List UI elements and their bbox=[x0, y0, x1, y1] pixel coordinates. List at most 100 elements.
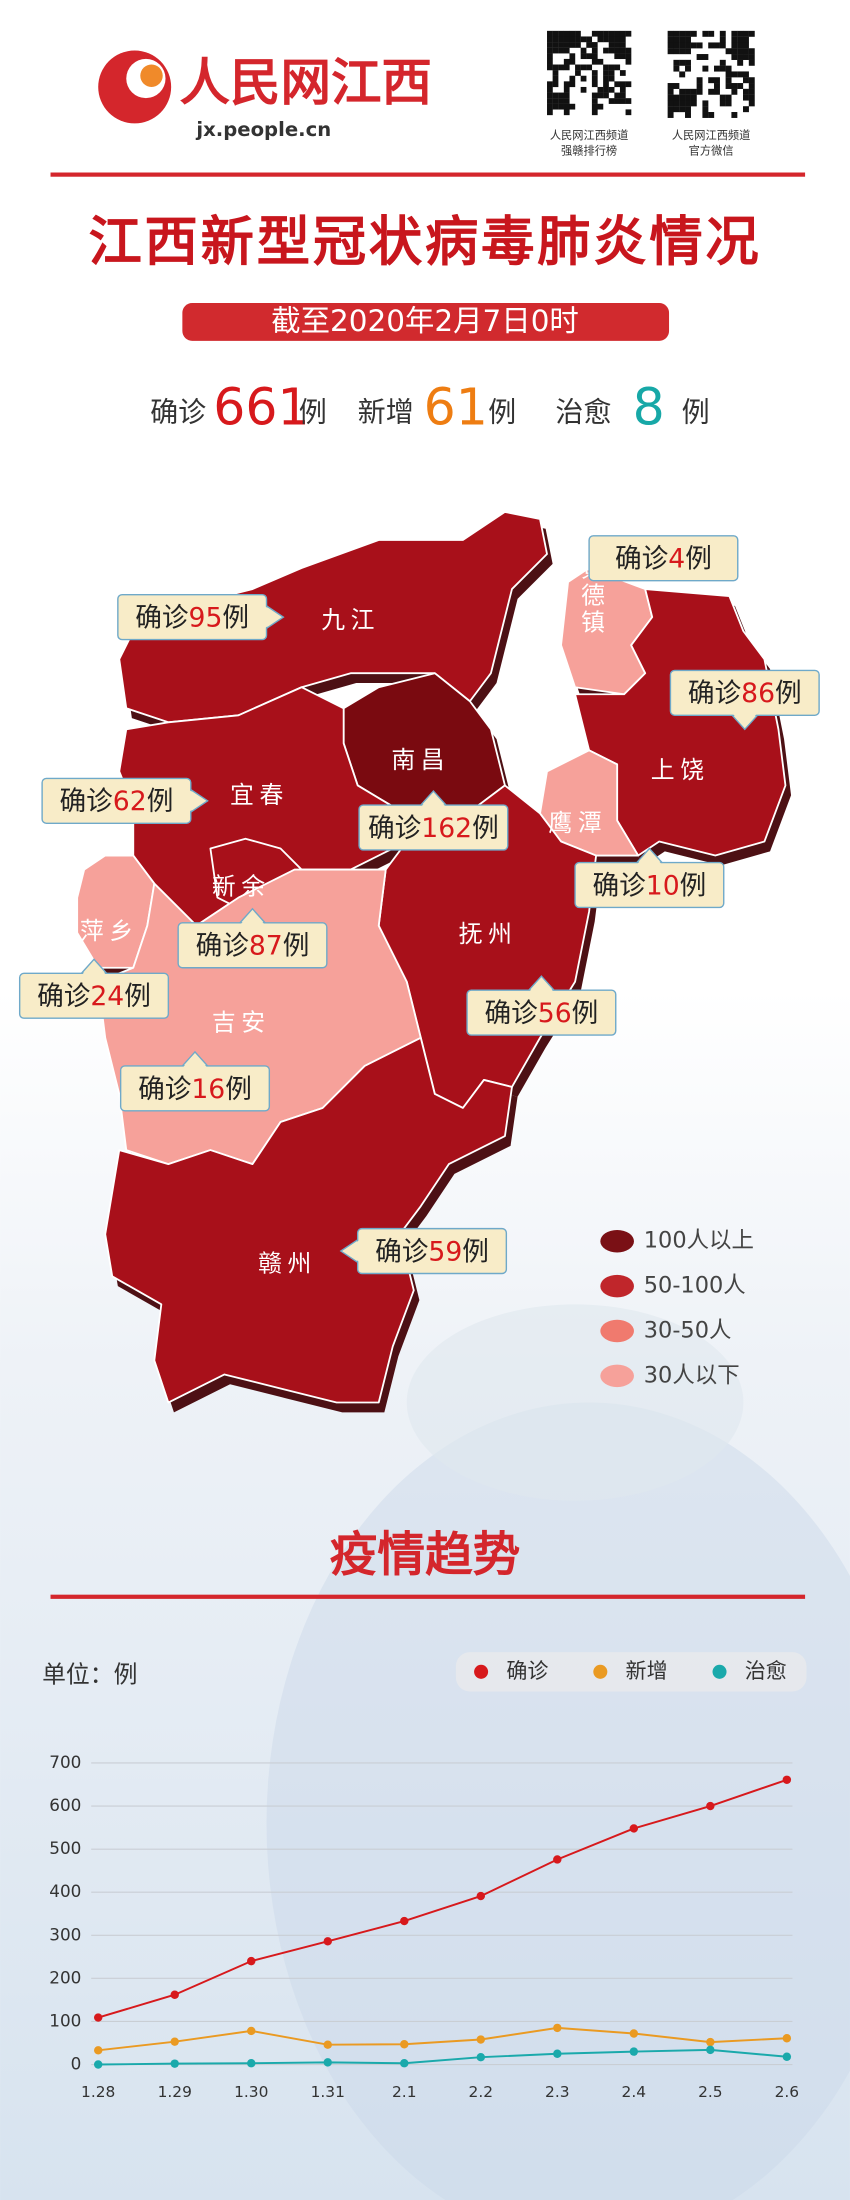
header: 人民网江西 jx.people.cn 人民网江西频道 强赣排行榜 人民网江西频道… bbox=[50, 30, 806, 177]
callout-text: 确诊4例 bbox=[615, 543, 712, 574]
qr-cell bbox=[614, 92, 621, 99]
callout-text: 确诊56例 bbox=[485, 998, 599, 1029]
qr-cell bbox=[580, 64, 587, 71]
qr-cell bbox=[685, 48, 691, 55]
callout-suffix: 例 bbox=[222, 602, 249, 633]
qr-cell bbox=[563, 92, 570, 99]
callout-value: 24 bbox=[90, 981, 124, 1012]
callout-value: 162 bbox=[421, 812, 472, 843]
qr-cell bbox=[685, 59, 691, 66]
y-tick-label: 400 bbox=[49, 1881, 81, 1901]
callout: 确诊4例 bbox=[588, 535, 739, 582]
callout: 确诊16例 bbox=[119, 1050, 271, 1112]
date: 截至2020年2月7日0时 bbox=[271, 304, 579, 338]
qr-cell bbox=[679, 48, 686, 55]
callout-pointer-cover bbox=[239, 910, 266, 925]
data-point bbox=[706, 1801, 715, 1811]
qr-cell bbox=[597, 30, 604, 37]
qr-cell bbox=[558, 92, 564, 99]
qr-cell bbox=[603, 86, 609, 93]
qr-cell bbox=[719, 59, 726, 66]
qr-cell bbox=[569, 42, 576, 48]
qr-cell bbox=[547, 30, 553, 37]
data-point bbox=[247, 2059, 256, 2068]
legend-label: 治愈 bbox=[745, 1658, 787, 1683]
qr-cell bbox=[563, 86, 570, 93]
callout-pointer-cover bbox=[342, 1239, 360, 1263]
data-point bbox=[782, 2052, 792, 2061]
legend-swatch bbox=[600, 1230, 634, 1253]
qr-cell bbox=[558, 36, 564, 43]
callout: 确诊10例 bbox=[574, 847, 725, 909]
data-point bbox=[782, 2034, 792, 2043]
qr-cell bbox=[608, 70, 615, 76]
x-tick-label: 1.28 bbox=[81, 2083, 115, 2101]
qr-cell bbox=[719, 30, 726, 37]
qr-cell bbox=[667, 30, 674, 37]
qr-cell bbox=[725, 48, 732, 55]
callout-value: 10 bbox=[646, 870, 680, 901]
qr-cell bbox=[748, 94, 755, 101]
callout-prefix: 确诊 bbox=[135, 602, 189, 633]
qr-cell bbox=[742, 94, 749, 101]
qr-cell bbox=[603, 30, 609, 37]
qr-cell bbox=[547, 92, 553, 99]
qr-cell bbox=[737, 30, 744, 37]
qr-cell bbox=[702, 100, 709, 107]
qr-cell bbox=[748, 54, 755, 60]
x-tick-label: 1.30 bbox=[234, 2083, 268, 2101]
qr-cell bbox=[591, 109, 598, 116]
qr-cell bbox=[569, 58, 576, 65]
qr-cell bbox=[563, 30, 570, 37]
qr-cell bbox=[679, 30, 686, 37]
callout-box bbox=[588, 535, 739, 582]
data-point bbox=[323, 1937, 332, 1946]
qr-cell bbox=[552, 92, 559, 99]
qr-cell bbox=[614, 42, 621, 48]
qr-cell bbox=[569, 75, 576, 82]
region-name: 九江 bbox=[321, 606, 380, 634]
qr-cell bbox=[563, 42, 570, 48]
callout: 确诊87例 bbox=[177, 907, 328, 969]
qr-cell bbox=[702, 112, 709, 118]
data-point bbox=[476, 2052, 485, 2062]
y-tick-label: 600 bbox=[49, 1795, 81, 1815]
qr-cell bbox=[737, 36, 744, 43]
callout-prefix: 确诊 bbox=[375, 1236, 429, 1267]
qr-cell bbox=[575, 42, 581, 48]
qr-cell bbox=[580, 36, 587, 43]
qr-cell bbox=[597, 103, 604, 110]
logo-mark-dot bbox=[140, 64, 163, 87]
qr-cell bbox=[608, 30, 615, 37]
qr-cell bbox=[580, 53, 587, 60]
background-visor bbox=[406, 1304, 744, 1501]
data-point bbox=[400, 1916, 409, 1926]
qr-cell bbox=[731, 36, 738, 43]
qr-cell bbox=[673, 65, 680, 72]
qr-cell bbox=[552, 75, 559, 82]
callout-prefix: 确诊 bbox=[688, 678, 742, 709]
callout-pointer-cover bbox=[420, 793, 447, 808]
qr-cell bbox=[591, 92, 598, 99]
summary-value: 61 bbox=[424, 377, 488, 436]
series-line bbox=[98, 2026, 787, 2052]
data-point bbox=[247, 2026, 256, 2036]
x-tick-label: 2.1 bbox=[392, 2083, 417, 2101]
callout-prefix: 确诊 bbox=[60, 786, 114, 817]
qr-cell bbox=[731, 54, 738, 60]
qr-cell bbox=[748, 83, 755, 89]
qr-cell bbox=[603, 75, 609, 82]
qr-cell bbox=[563, 47, 570, 54]
qr-cell bbox=[714, 88, 720, 95]
qr-cell bbox=[547, 42, 553, 48]
qr-cell bbox=[673, 36, 680, 43]
qr-cell bbox=[586, 36, 593, 43]
qr-cell bbox=[547, 98, 553, 104]
divider bbox=[50, 1594, 806, 1599]
page-title: 江西新型冠状病毒肺炎情况 bbox=[88, 211, 761, 273]
qr-cell bbox=[719, 42, 726, 49]
region-name: 鹰潭 bbox=[548, 809, 607, 837]
qr-cell bbox=[673, 83, 680, 89]
legend-marker bbox=[474, 1664, 489, 1679]
qr-cell bbox=[742, 77, 749, 84]
